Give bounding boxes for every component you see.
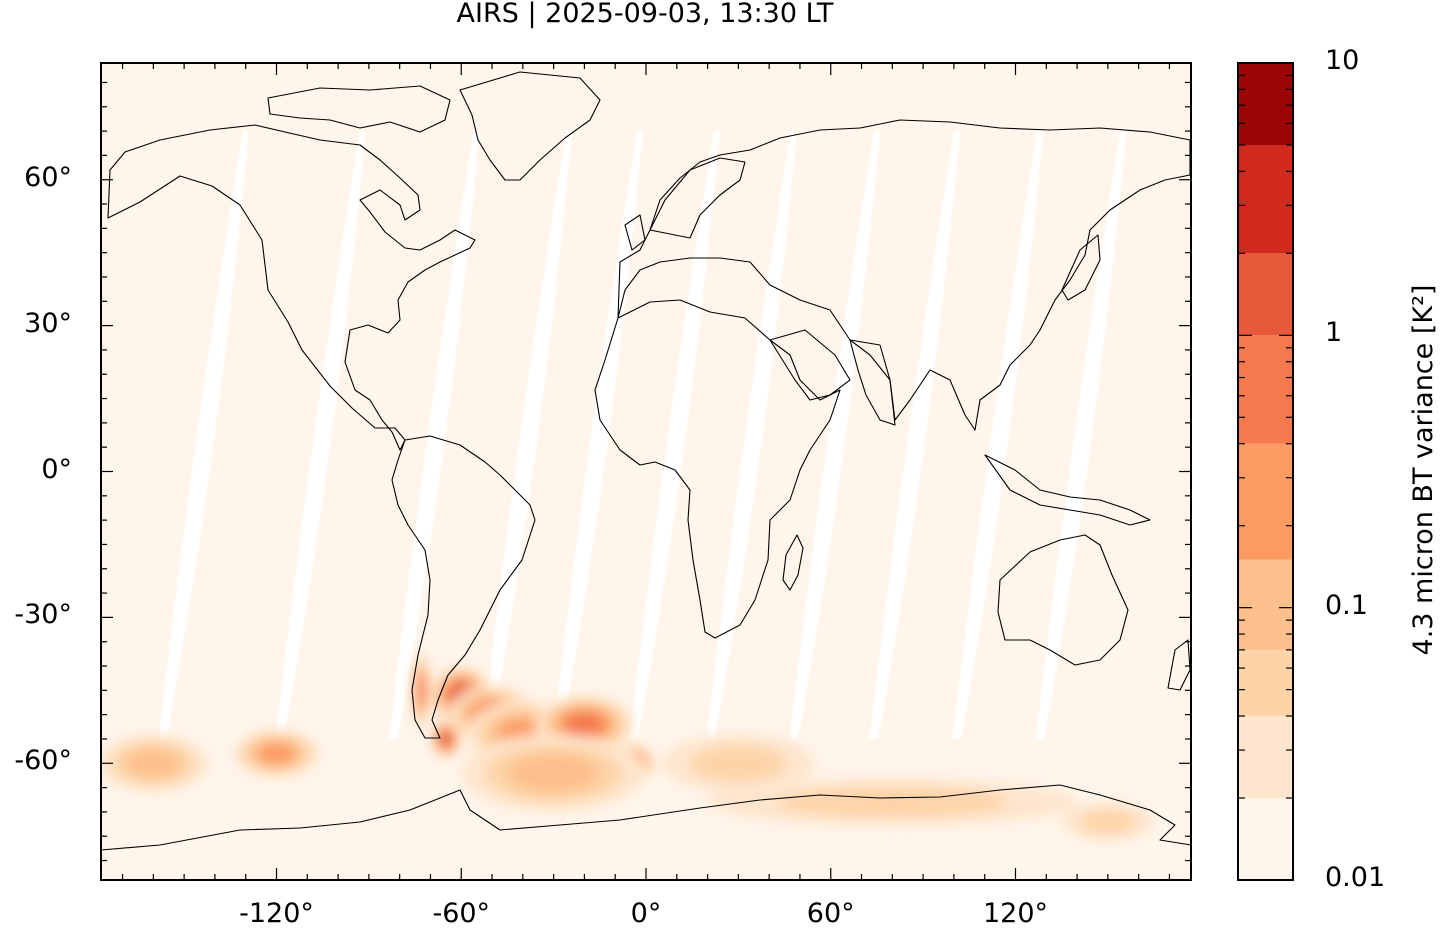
coastline-arctic-islands bbox=[267, 85, 451, 133]
map-frame-ticks bbox=[101, 63, 1191, 880]
coastline-greenland bbox=[459, 71, 601, 181]
swath-gap bbox=[158, 131, 249, 739]
y-tick-label: -30° bbox=[14, 599, 72, 631]
colorbar-tick-label: 10 bbox=[1325, 45, 1360, 76]
colorbar-tick-label: 1 bbox=[1325, 317, 1343, 349]
coastlines bbox=[101, 71, 1191, 851]
swath-gap bbox=[552, 131, 643, 739]
variance-anomaly bbox=[1078, 809, 1137, 834]
coastline-japan bbox=[1061, 234, 1101, 301]
swath-gap bbox=[706, 131, 797, 739]
variance-anomaly bbox=[440, 731, 452, 747]
variance-anomaly bbox=[564, 712, 605, 737]
swath-gap bbox=[952, 131, 1044, 739]
x-tick-label: 60° bbox=[806, 898, 855, 929]
field-anomalies bbox=[101, 651, 1155, 842]
colorbar-segment bbox=[1238, 63, 1293, 145]
x-tick-label: -60° bbox=[432, 898, 491, 929]
swath-gap bbox=[629, 131, 720, 739]
variance-anomaly bbox=[507, 753, 600, 793]
coastline-south-america bbox=[391, 435, 536, 739]
swath-gap bbox=[869, 131, 961, 739]
coastline-africa bbox=[594, 299, 841, 639]
coastline-eurasia bbox=[617, 119, 1191, 431]
coastline-north-america bbox=[107, 124, 476, 451]
variance-anomaly bbox=[690, 745, 787, 782]
swath-gap bbox=[481, 131, 573, 739]
colorbar-segment bbox=[1238, 559, 1293, 650]
swath-gap bbox=[1035, 131, 1127, 739]
colorbar-segment bbox=[1238, 253, 1293, 336]
variance-field bbox=[101, 63, 1191, 880]
colorbar-segment bbox=[1238, 649, 1293, 717]
coastline-antarctica bbox=[101, 784, 1191, 851]
colorbar bbox=[1237, 62, 1294, 881]
swath-gap bbox=[789, 131, 881, 739]
colorbar-segment bbox=[1238, 798, 1293, 880]
colorbar-segment bbox=[1238, 443, 1293, 560]
y-tick-label: 30° bbox=[24, 307, 72, 339]
colorbar-label: 4.3 micron BT variance [K²] bbox=[1408, 284, 1439, 656]
swath-gap bbox=[275, 131, 366, 739]
map-title: AIRS | 2025-09-03, 13:30 LT bbox=[456, 0, 834, 29]
swath-gap bbox=[389, 131, 480, 739]
coastline-india bbox=[849, 339, 896, 426]
x-tick-label: 0° bbox=[630, 898, 662, 929]
coastline-arabia bbox=[769, 329, 851, 401]
variance-anomaly bbox=[125, 748, 182, 778]
y-tick-label: -60° bbox=[14, 745, 72, 777]
x-tick-label: 120° bbox=[982, 898, 1049, 929]
colorbar-segment bbox=[1238, 716, 1293, 799]
coastline-australia bbox=[997, 534, 1129, 666]
coastline-scandinavia bbox=[649, 157, 746, 239]
coastline-british-isles bbox=[624, 214, 646, 251]
colorbar-segment bbox=[1238, 335, 1293, 444]
variance-anomaly bbox=[257, 742, 296, 765]
colorbar-tick-label: 0.1 bbox=[1325, 589, 1368, 621]
variance-anomaly bbox=[417, 674, 425, 706]
coastline-indonesia bbox=[984, 454, 1151, 526]
variance-anomaly bbox=[776, 786, 1008, 818]
colorbar-frame bbox=[1237, 62, 1294, 881]
y-tick-label: 0° bbox=[41, 453, 72, 485]
x-tick-label: -120° bbox=[239, 898, 314, 929]
colorbar-tick-label: 0.01 bbox=[1325, 862, 1386, 893]
y-tick-label: 60° bbox=[24, 161, 72, 193]
colorbar-segment bbox=[1238, 144, 1293, 254]
coastline-madagascar bbox=[782, 534, 804, 591]
